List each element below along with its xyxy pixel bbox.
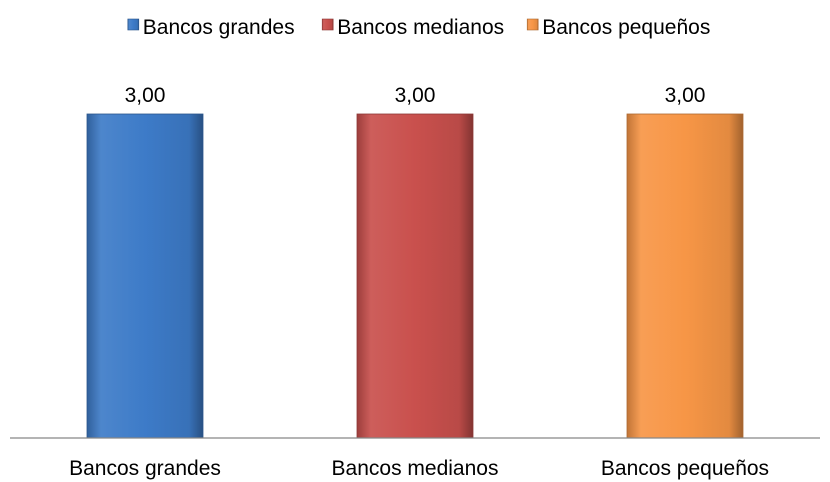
legend: Bancos grandes Bancos medianos Bancos pequ… [127,16,710,39]
bar-bancos-grandes [86,113,204,439]
data-label-bancos-medianos: 3,00 [395,84,436,107]
x-axis-tick-labels: Bancos grandes Bancos medianos Bancos pequ… [69,457,769,480]
legend-swatch-bancos-pequenos [526,18,539,31]
bar-bancos-pequenos [626,113,744,439]
legend-swatch-bancos-grandes [127,18,140,31]
x-tick-label-bancos-pequenos: Bancos pequeños [601,457,769,480]
legend-item-bancos-pequenos: Bancos pequeños [526,16,710,39]
legend-item-bancos-grandes: Bancos grandes [127,16,295,39]
legend-label-bancos-pequenos: Bancos pequeños [542,16,710,39]
legend-label-bancos-grandes: Bancos grandes [143,16,295,39]
x-tick-label-bancos-grandes: Bancos grandes [69,457,221,480]
bar-bancos-medianos [356,113,474,439]
data-label-bancos-pequenos: 3,00 [665,84,706,107]
x-tick-label-bancos-medianos: Bancos medianos [332,457,499,480]
legend-swatch-bancos-medianos [321,18,334,31]
data-labels: 3,00 3,00 3,00 [125,84,706,107]
legend-label-bancos-medianos: Bancos medianos [337,16,504,39]
data-label-bancos-grandes: 3,00 [125,84,166,107]
bars [86,113,744,439]
legend-item-bancos-medianos: Bancos medianos [321,16,504,39]
